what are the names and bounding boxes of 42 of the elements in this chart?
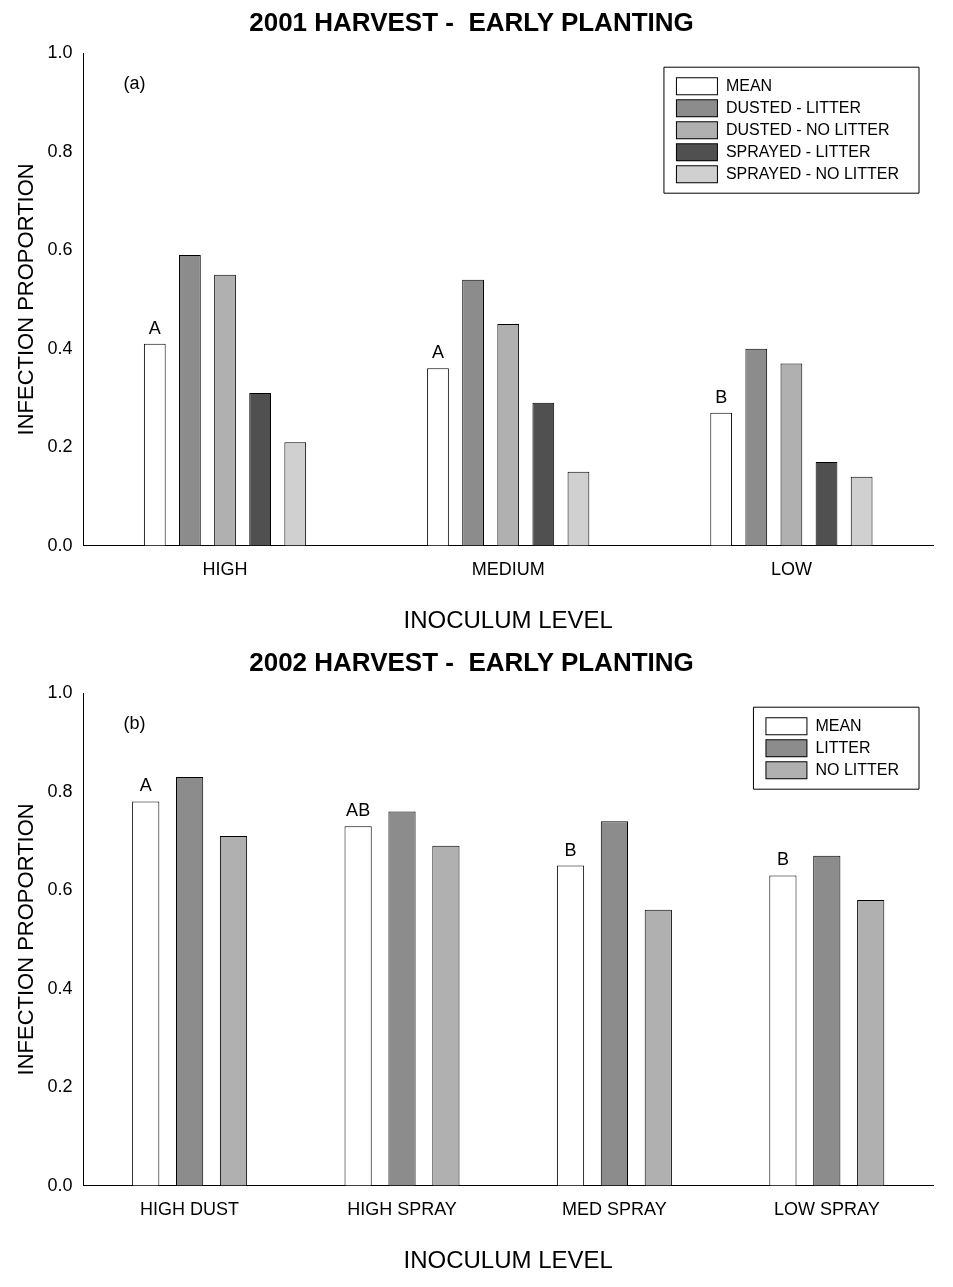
legend-label: DUSTED - LITTER [725,98,862,116]
x-axis-title: INOCULUM LEVEL [403,606,613,634]
y-tick-label: 0.2 [47,436,73,457]
legend-label: NO LITTER [815,760,899,778]
y-tick-label: 0.4 [47,977,73,998]
x-tick-label: HIGH [202,559,248,580]
x-tick-label: LOW [770,559,812,580]
legend-label: SPRAYED - NO LITTER [725,164,899,182]
y-tick-label: 0.6 [47,879,73,900]
annotation: A [148,317,161,338]
y-tick-label: 0.6 [47,239,73,260]
x-axis-title: INOCULUM LEVEL [403,1246,613,1274]
y-axis-title: INFECTION PROPORTION [13,803,39,1076]
y-tick-label: 0.8 [47,140,73,161]
y-tick-label: 0.0 [47,1174,73,1195]
annotation: AB [346,800,371,821]
legend-label: LITTER [815,738,871,756]
annotation: (b) [123,713,146,734]
legend-label: DUSTED - NO LITTER [725,120,890,138]
legend-label: MEAN [725,76,773,94]
x-tick-label: MEDIUM [471,559,545,580]
y-tick-label: 1.0 [47,682,73,703]
legend-label: MEAN [815,716,862,734]
x-tick-label: MED SPRAY [562,1199,667,1220]
chart-title: 2001 HARVEST - EARLY PLANTING [249,6,694,37]
x-tick-label: HIGH DUST [140,1199,240,1220]
x-tick-label: HIGH SPRAY [347,1199,457,1220]
annotation: B [776,849,789,870]
y-tick-label: 0.4 [47,337,73,358]
y-tick-label: 1.0 [47,42,73,63]
x-tick-label: LOW SPRAY [773,1199,880,1220]
annotation: B [564,839,577,860]
annotation: B [715,386,728,407]
annotation: A [431,342,444,363]
y-tick-label: 0.2 [47,1076,73,1097]
chart-title: 2002 HARVEST - EARLY PLANTING [249,646,694,677]
y-tick-label: 0.8 [47,780,73,801]
y-axis-title: INFECTION PROPORTION [13,163,39,436]
y-tick-label: 0.0 [47,534,73,555]
annotation: (a) [123,73,146,94]
legend-label: SPRAYED - LITTER [725,142,871,160]
annotation: A [139,775,152,796]
